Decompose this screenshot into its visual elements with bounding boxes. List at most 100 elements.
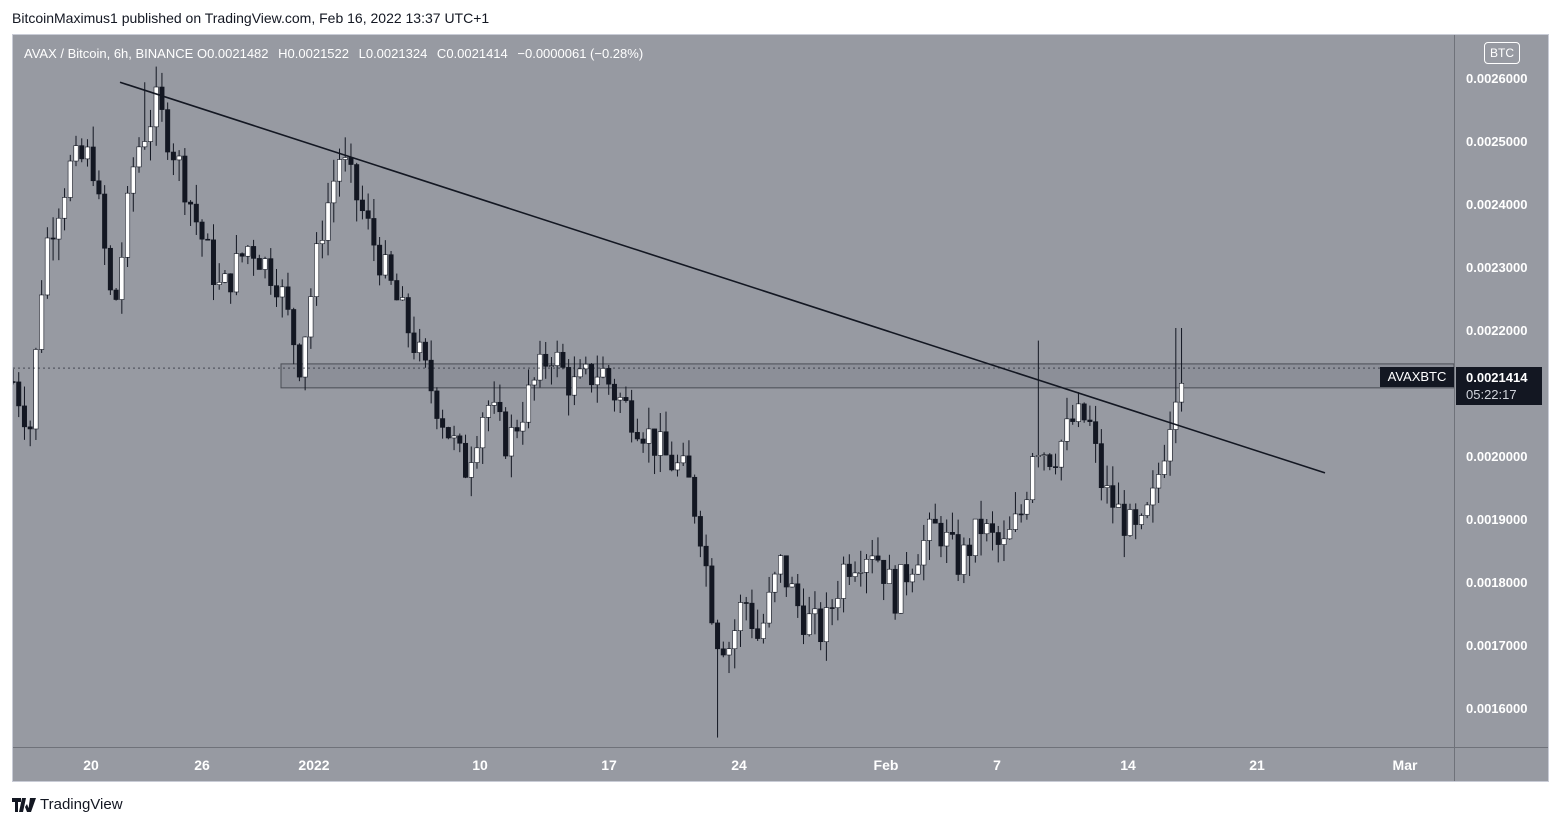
time-tick-label: 10 — [472, 757, 488, 773]
candlestick-chart[interactable] — [13, 35, 1454, 747]
candle-body — [766, 591, 772, 624]
candle-body — [657, 431, 663, 456]
candle-body — [898, 564, 904, 614]
candle-body — [291, 309, 297, 346]
candle-body — [16, 381, 22, 407]
time-tick-label: 24 — [731, 757, 747, 773]
candle-body — [938, 522, 944, 547]
candle-body — [1075, 403, 1081, 422]
candle-body — [445, 427, 451, 439]
candle-body — [1041, 454, 1047, 456]
candle-body — [909, 573, 915, 583]
candle-body — [1070, 418, 1076, 422]
candle-body — [1064, 418, 1070, 442]
candle-body — [1035, 455, 1041, 457]
candle-body — [411, 332, 417, 353]
low-value: 0.0021324 — [365, 46, 428, 61]
currency-badge[interactable]: BTC — [1484, 42, 1520, 64]
time-tick-label: Feb — [873, 757, 899, 773]
candle-body — [932, 518, 938, 524]
candle-body — [795, 583, 801, 607]
candle-body — [405, 297, 411, 334]
candle-body — [835, 598, 841, 609]
candle-body — [27, 426, 33, 430]
high-value: 0.0021522 — [287, 46, 349, 61]
time-tick-label: 7 — [993, 757, 1001, 773]
candle-body — [726, 648, 732, 656]
open-key: O — [196, 46, 208, 61]
candle-body — [617, 397, 623, 401]
brand-name: TradingView — [40, 796, 123, 813]
candle-body — [268, 258, 274, 286]
candle-body — [823, 607, 829, 643]
price-tick-label: 0.0026000 — [1466, 71, 1528, 87]
candle-body — [812, 608, 818, 615]
candle-body — [463, 442, 469, 478]
low-key: L — [358, 46, 366, 61]
candle-body — [674, 462, 680, 471]
candle-body — [176, 155, 182, 161]
candle-body — [491, 401, 497, 406]
candle-body — [188, 201, 194, 205]
last-price-value: 0.0021414 — [1466, 370, 1528, 385]
symbol-name: AVAX / Bitcoin, 6h, BINANCE — [24, 46, 194, 61]
candle-body — [1024, 499, 1030, 515]
candle-body — [262, 258, 268, 270]
candle-body — [245, 246, 251, 257]
close-key: C — [436, 46, 447, 61]
candle-body — [875, 555, 881, 561]
candle-body — [829, 607, 835, 609]
candle-body — [503, 411, 509, 457]
time-tick-label: 26 — [194, 757, 210, 773]
candle-body — [949, 532, 955, 535]
candle-body — [732, 630, 738, 650]
support-resistance-zone[interactable] — [280, 363, 1454, 389]
candle-body — [514, 427, 520, 432]
candle-body — [457, 435, 463, 444]
candle-body — [125, 192, 131, 258]
price-tick-label: 0.0017000 — [1466, 638, 1528, 654]
candle-body — [216, 282, 222, 285]
candle-body — [90, 146, 96, 182]
plot-area[interactable] — [13, 35, 1454, 747]
candle-body — [251, 246, 257, 259]
candle-body — [697, 516, 703, 547]
candle-body — [480, 417, 486, 449]
candle-body — [892, 568, 898, 614]
candle-body — [39, 294, 45, 350]
candle-body — [165, 109, 171, 153]
candle-body — [371, 218, 377, 246]
candle-body — [652, 428, 658, 456]
candle-body — [119, 257, 125, 300]
candle-body — [365, 210, 371, 219]
candle-body — [1098, 443, 1104, 488]
candle-body — [1173, 401, 1179, 430]
price-tick-label: 0.0022000 — [1466, 323, 1528, 339]
candle-body — [577, 368, 583, 378]
candle-body — [354, 164, 360, 201]
candle-body — [497, 401, 503, 413]
candle-body — [1167, 429, 1173, 462]
candle-body — [927, 518, 933, 541]
publisher-line: BitcoinMaximus1 published on TradingView… — [12, 10, 490, 26]
candle-body — [451, 435, 457, 439]
descending-trendline[interactable] — [119, 81, 1326, 474]
candle-body — [571, 376, 577, 396]
candle-body — [325, 202, 331, 241]
candle-body — [772, 573, 778, 593]
candle-body — [1150, 487, 1156, 506]
candle-body — [686, 455, 692, 478]
candle-body — [44, 237, 50, 296]
brand[interactable]: TradingView — [12, 796, 123, 813]
candle-body — [193, 203, 199, 223]
candle-body — [113, 289, 119, 300]
time-axis[interactable] — [13, 747, 1454, 781]
candle-body — [21, 405, 27, 428]
candle-body — [703, 545, 709, 567]
price-tick-label: 0.0025000 — [1466, 134, 1528, 150]
candle-body — [1047, 454, 1053, 467]
candle-body — [583, 363, 589, 370]
candle-body — [961, 544, 967, 575]
candle-body — [915, 564, 921, 575]
candle-body — [841, 563, 847, 599]
